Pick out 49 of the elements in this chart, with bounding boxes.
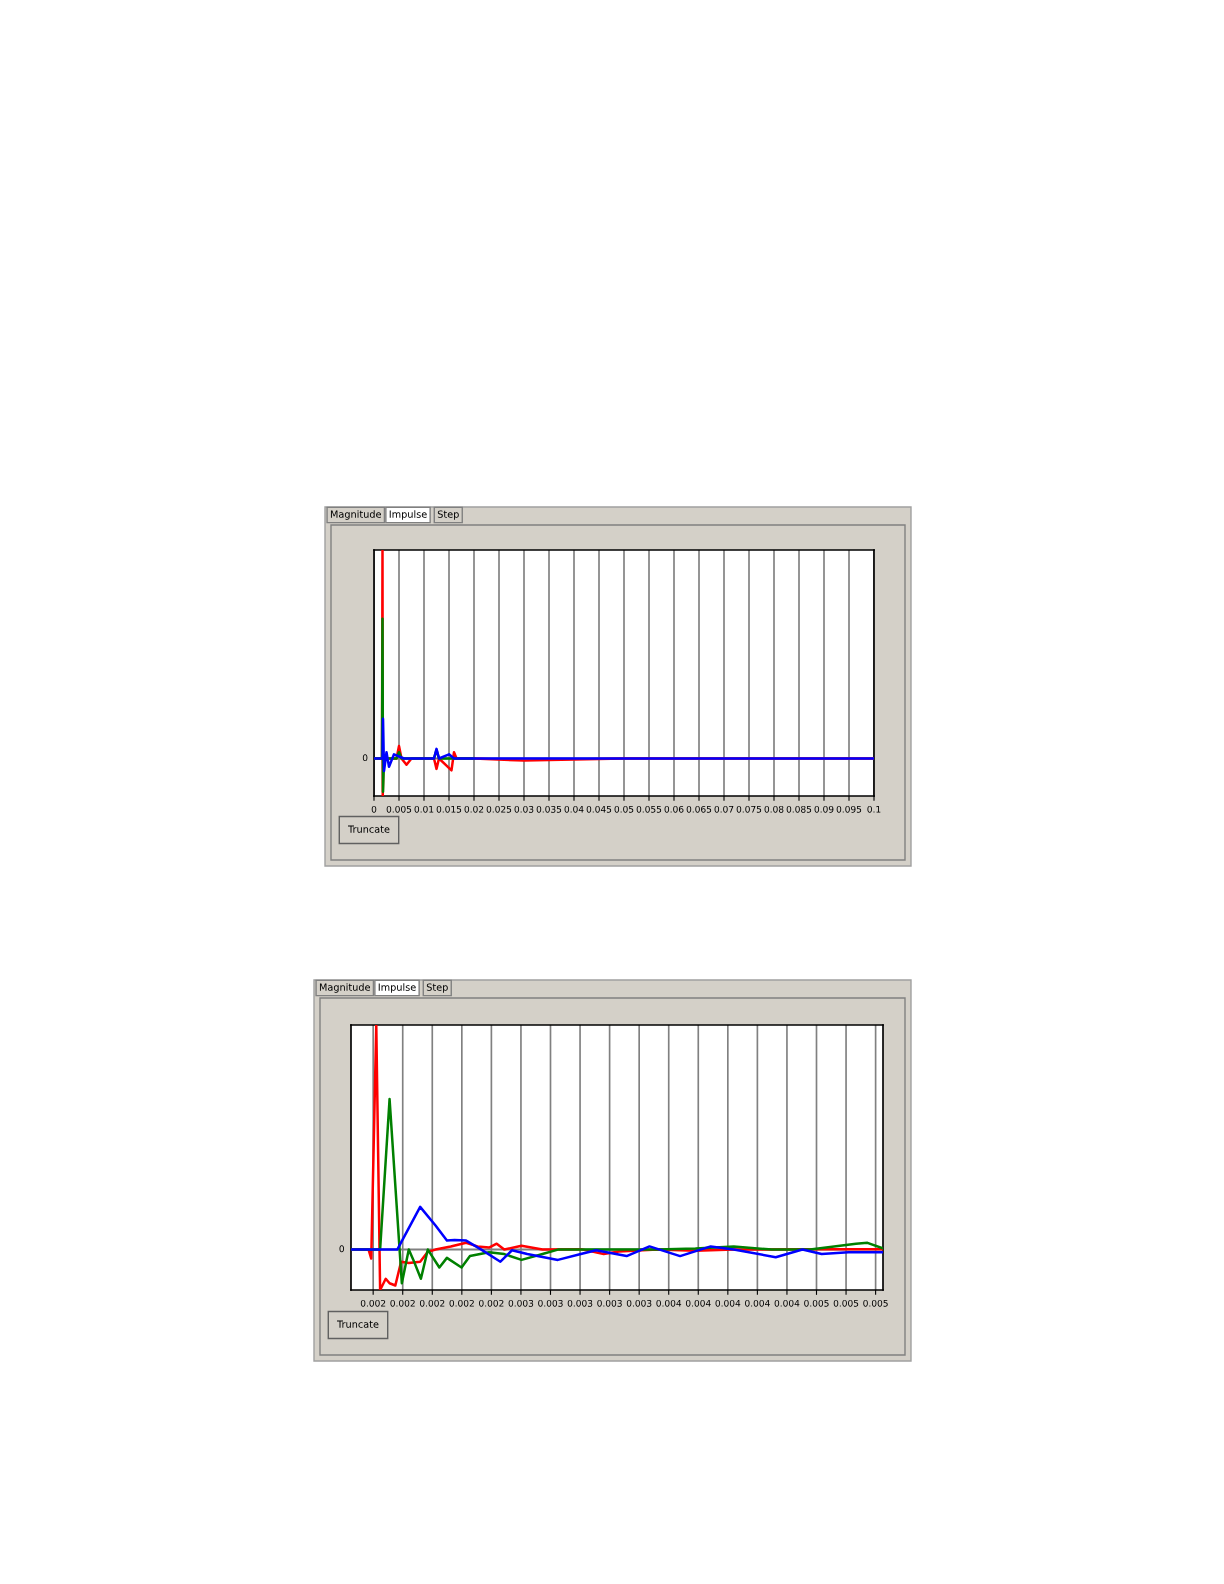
text: Impulse bbox=[389, 510, 427, 520]
text: Magnitude bbox=[330, 510, 381, 520]
x-tick-label: 0.005 bbox=[804, 1299, 829, 1307]
x-tick-label: 0.01 bbox=[414, 805, 434, 813]
text: Step bbox=[437, 510, 459, 520]
x-tick-label: 0.005 bbox=[863, 1299, 888, 1307]
x-tick-label: 0.06 bbox=[664, 805, 684, 813]
x-tick-label: 0.002 bbox=[479, 1299, 504, 1307]
x-tick-label: 0.08 bbox=[764, 805, 784, 813]
x-tick-label: 0.003 bbox=[538, 1299, 563, 1307]
x-tick-label: 0.003 bbox=[626, 1299, 652, 1307]
x-tick-label: 0.05 bbox=[614, 805, 634, 813]
x-tick-label: 0 bbox=[371, 805, 377, 813]
x-tick-label: 0.085 bbox=[786, 805, 812, 813]
x-tick-label: 0.1 bbox=[867, 805, 881, 813]
x-tick-label: 0.002 bbox=[419, 1299, 445, 1307]
x-tick-label: 0.02 bbox=[464, 805, 484, 813]
x-tick-label: 0.004 bbox=[745, 1299, 770, 1307]
x-tick-label: 0.015 bbox=[436, 805, 462, 813]
x-tick-label: 0.055 bbox=[636, 805, 662, 813]
text: Impulse bbox=[378, 983, 416, 993]
x-tick-label: 0.002 bbox=[449, 1299, 474, 1307]
x-tick-label: 0.09 bbox=[814, 805, 834, 813]
x-tick-label: 0.03 bbox=[514, 805, 534, 813]
x-tick-label: 0.04 bbox=[564, 805, 584, 813]
x-tick-label: 0.004 bbox=[715, 1299, 741, 1307]
x-tick-label: 0.004 bbox=[656, 1299, 682, 1307]
x-tick-label: 0.035 bbox=[536, 805, 562, 813]
x-tick-label: 0.025 bbox=[486, 805, 512, 813]
x-tick-label: 0.004 bbox=[774, 1299, 800, 1307]
x-tick-label: 0.045 bbox=[586, 805, 612, 813]
x-tick-label: 0.005 bbox=[386, 805, 412, 813]
ref-line-label: 0 bbox=[339, 1245, 345, 1253]
x-tick-label: 0.095 bbox=[836, 805, 862, 813]
text: Truncate bbox=[348, 825, 390, 833]
x-tick-label: 0.004 bbox=[685, 1299, 711, 1307]
x-tick-label: 0.003 bbox=[567, 1299, 593, 1307]
x-tick-label: 0.003 bbox=[508, 1299, 534, 1307]
x-tick-label: 0.07 bbox=[714, 805, 734, 813]
x-tick-label: 0.005 bbox=[833, 1299, 859, 1307]
text: Truncate bbox=[337, 1320, 379, 1328]
ref-line-label: 0 bbox=[362, 754, 368, 762]
x-tick-label: 0.002 bbox=[390, 1299, 415, 1307]
x-tick-label: 0.075 bbox=[736, 805, 762, 813]
x-tick-label: 0.003 bbox=[597, 1299, 622, 1307]
x-tick-label: 0.065 bbox=[686, 805, 712, 813]
x-tick-label: 0.002 bbox=[360, 1299, 386, 1307]
text: Magnitude bbox=[319, 983, 370, 993]
text: Step bbox=[426, 983, 448, 993]
